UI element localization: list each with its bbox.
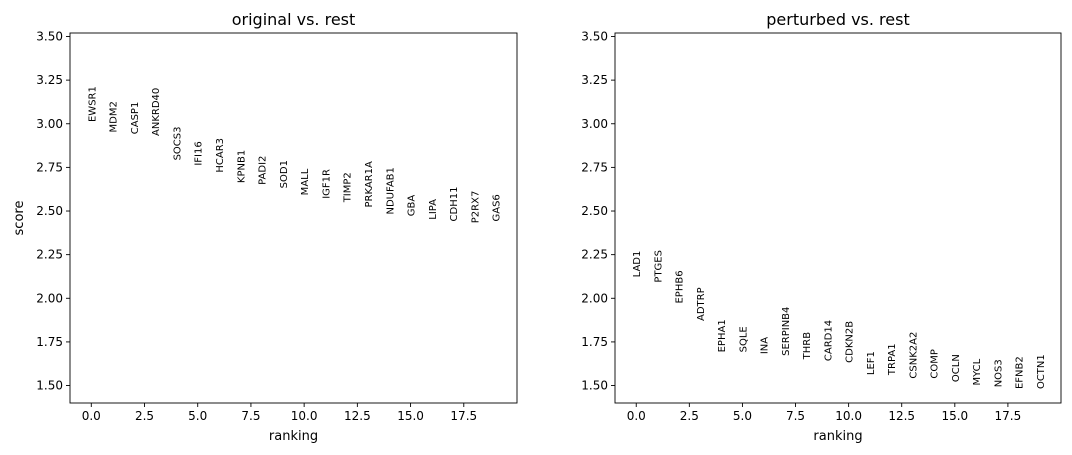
gene-label-mycl: MYCL [972, 358, 983, 385]
y-tick-label: 2.75 [36, 160, 63, 174]
gene-label-hcar3: HCAR3 [215, 138, 226, 173]
y-tick-label: 2.75 [581, 160, 608, 174]
panel-original-vs-rest: original vs. rest 0.0 2.5 5.0 7.5 10.0 12.5 15.… [12, 10, 518, 444]
gene-label-ocln: OCLN [951, 354, 962, 382]
gene-label-comp: COMP [930, 349, 941, 379]
gene-label-octn1: OCTN1 [1036, 354, 1047, 389]
gene-label-ptges: PTGES [653, 250, 664, 283]
y-tick-label: 3.50 [36, 29, 63, 43]
gene-label-ankrd40: ANKRD40 [151, 88, 162, 136]
y-tick-label: 1.75 [581, 335, 608, 349]
x-axis-label: ranking [269, 429, 318, 444]
y-tick-label: 1.75 [36, 335, 63, 349]
gene-label-ifi16: IFI16 [194, 141, 205, 165]
gene-label-serpinb4: SERPINB4 [781, 307, 792, 356]
gene-label-thrb: THRB [802, 332, 813, 361]
gene-label-lef1: LEF1 [866, 351, 877, 375]
gene-label-kpnb1: KPNB1 [236, 150, 247, 183]
gene-label-timp2: TIMP2 [343, 172, 354, 203]
x-tick-label: 10.0 [291, 409, 318, 423]
gene-label-ephb6: EPHB6 [675, 270, 686, 303]
gene-label-cdh11: CDH11 [449, 187, 460, 222]
gene-label-ndufab1: NDUFAB1 [385, 167, 396, 214]
y-tick-label: 2.50 [581, 204, 608, 218]
x-tick-label: 0.0 [82, 409, 101, 423]
x-tick-label: 12.5 [888, 409, 915, 423]
gene-label-lipa: LIPA [428, 199, 439, 220]
x-tick-label: 2.5 [680, 409, 699, 423]
gene-label-efnb2: EFNB2 [1015, 356, 1026, 389]
x-tick-label: 10.0 [835, 409, 862, 423]
x-tick-label: 0.0 [627, 409, 646, 423]
gene-label-epha1: EPHA1 [717, 319, 728, 352]
gene-label-cdkn2b: CDKN2B [845, 321, 856, 363]
y-tick-label: 2.25 [36, 248, 63, 262]
y-tick-label: 2.00 [581, 291, 608, 305]
gene-label-nos3: NOS3 [993, 359, 1004, 387]
gene-label-sod1: SOD1 [279, 160, 290, 188]
gene-label-csnk2a2: CSNK2A2 [908, 332, 919, 379]
x-tick-label: 15.0 [941, 409, 968, 423]
chart-title: original vs. rest [232, 10, 356, 29]
gene-label-sqle: SQLE [738, 326, 749, 352]
y-tick-label: 1.50 [36, 379, 63, 393]
y-tick-label: 3.00 [581, 117, 608, 131]
gene-label-casp1: CASP1 [130, 102, 141, 135]
x-tick-label: 7.5 [786, 409, 805, 423]
x-tick-label: 7.5 [241, 409, 260, 423]
gene-label-p2rx7: P2RX7 [470, 191, 481, 224]
axes-frame [69, 32, 518, 404]
gene-label-socs3: SOCS3 [172, 126, 183, 160]
gene-label-gas6: GAS6 [492, 194, 503, 221]
gene-label-padi2: PADI2 [258, 156, 269, 185]
x-tick-label: 17.5 [450, 409, 477, 423]
gene-label-card14: CARD14 [823, 320, 834, 361]
y-tick-label: 3.25 [36, 73, 63, 87]
x-tick-label: 2.5 [135, 409, 154, 423]
panel-perturbed-vs-rest: perturbed vs. rest 0.0 2.5 5.0 7.5 10.0 12.5 15… [581, 10, 1062, 444]
y-tick-label: 2.00 [36, 291, 63, 305]
x-tick-label: 5.0 [733, 409, 752, 423]
x-tick-label: 15.0 [397, 409, 424, 423]
y-tick-label: 3.25 [581, 73, 608, 87]
y-tick-label: 2.50 [36, 204, 63, 218]
gene-label-lad1: LAD1 [632, 251, 643, 278]
gene-label-adtrp: ADTRP [696, 287, 707, 321]
x-tick-label: 17.5 [995, 409, 1022, 423]
y-axis-label: score [12, 201, 27, 236]
x-axis-label: ranking [813, 429, 862, 444]
x-tick-label: 12.5 [344, 409, 371, 423]
gene-label-ina: INA [760, 337, 771, 354]
gene-label-mdm2: MDM2 [109, 101, 120, 132]
x-tick-label: 5.0 [188, 409, 207, 423]
gene-label-mall: MALL [300, 168, 311, 195]
y-tick-label: 1.50 [581, 379, 608, 393]
y-tick-label: 2.25 [581, 248, 608, 262]
y-tick-label: 3.50 [581, 29, 608, 43]
gene-label-igf1r: IGF1R [321, 169, 332, 199]
chart-title: perturbed vs. rest [766, 10, 909, 29]
y-tick-label: 3.00 [36, 117, 63, 131]
gene-label-prkar1a: PRKAR1A [364, 161, 375, 208]
gene-label-trpa1: TRPA1 [887, 343, 898, 376]
gene-label-ewsr1: EWSR1 [87, 86, 98, 122]
gene-label-gba: GBA [407, 195, 418, 217]
axes-frame [614, 32, 1062, 404]
